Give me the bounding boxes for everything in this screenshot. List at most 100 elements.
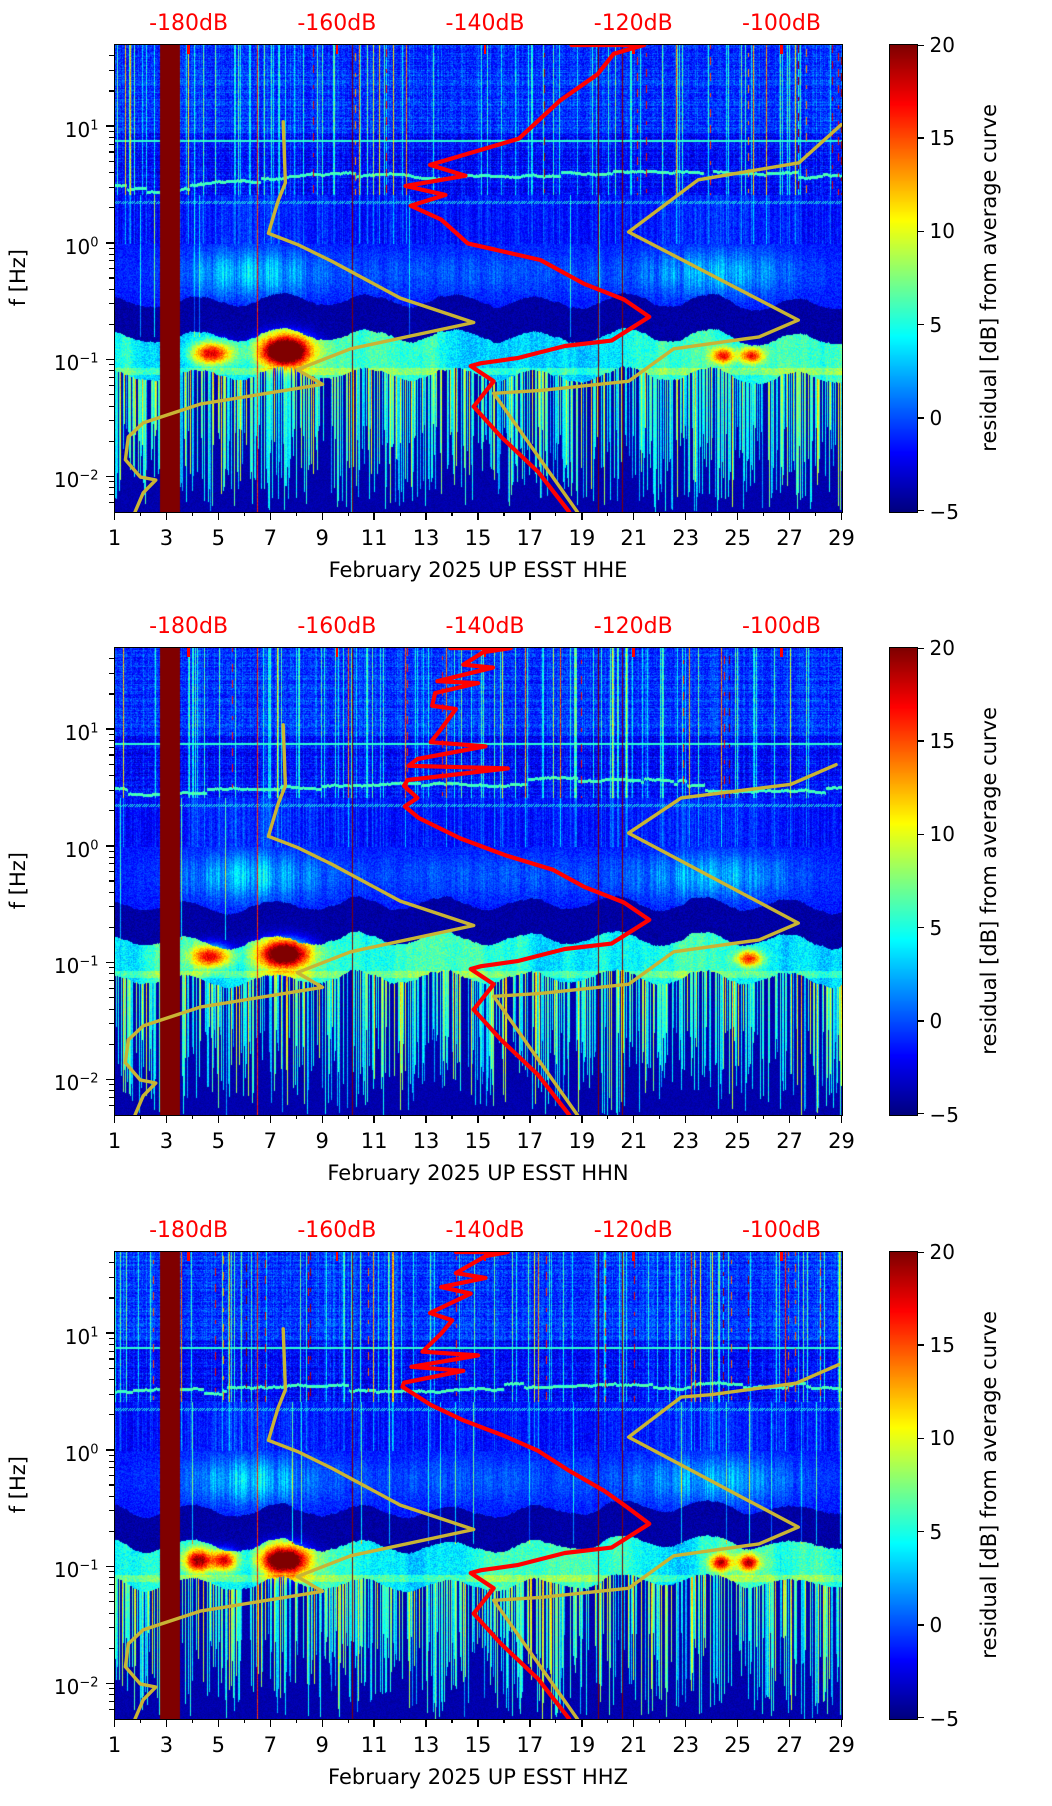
y-axis-minor-tick: [109, 143, 114, 145]
x-axis-minor-tick: [399, 1718, 401, 1723]
y-axis-minor-tick: [109, 1358, 114, 1360]
y-axis-minor-tick: [109, 493, 114, 495]
x-axis-tick: [217, 1718, 220, 1727]
plot-area: -180dB -160dB -140dB -120dB -100dB 1 3 5 7 9 11 13 1…: [6, 11, 855, 582]
top-axis-label: -100dB: [741, 1217, 821, 1243]
plot-area: -180dB -160dB -140dB -120dB -100dB 1 3 5 7 9 11 13 1…: [6, 614, 855, 1185]
top-axis-tick: [780, 44, 783, 54]
y-axis-minor-tick: [109, 967, 114, 969]
x-axis-minor-tick: [659, 1718, 661, 1723]
top-axis-tick: [335, 44, 339, 54]
x-axis-minor-tick: [243, 511, 245, 516]
x-axis-minor-tick: [399, 1114, 401, 1119]
colorbar-tick-label: 20: [929, 635, 955, 660]
x-axis-tick: [425, 511, 427, 520]
x-axis-tick: [165, 511, 168, 520]
y-axis-label-text: f [Hz]: [5, 852, 30, 910]
y-axis-minor-tick: [109, 1090, 114, 1092]
colorbar-tick-label: 20: [929, 1239, 955, 1264]
colorbar-gradient: [889, 1251, 917, 1719]
colorbar-label: residual [dB] from average curve: [972, 648, 1006, 1115]
colorbar-tick-label: 15: [929, 125, 955, 150]
x-axis-tick-label: 19: [568, 525, 596, 550]
colorbar-gradient: [889, 44, 917, 512]
y-axis-minor-tick: [109, 997, 114, 999]
x-axis-tick: [788, 1718, 791, 1727]
x-axis-tick-label: 5: [211, 525, 226, 550]
x-axis-tick-label: 27: [776, 1732, 803, 1757]
colorbar-tick-label: 20: [929, 32, 955, 57]
x-axis-minor-tick: [295, 511, 297, 516]
colorbar-tick-label: 15: [929, 728, 955, 753]
x-axis-tick-label: 29: [828, 1732, 855, 1757]
spectrogram-canvas-hhe: [114, 44, 842, 512]
colorbar-tick: [916, 1113, 924, 1115]
y-axis-tick-label: 10−2: [53, 468, 99, 492]
y-axis-minor-tick: [109, 207, 114, 209]
y-axis-minor-tick: [109, 487, 114, 489]
colorbar-tick: [916, 1717, 924, 1719]
x-axis-minor-tick: [243, 1718, 245, 1723]
top-axis-tick: [780, 1251, 783, 1261]
x-axis-tick: [269, 511, 271, 520]
panel-title: February 2025 UP ESST HHZ: [328, 1764, 628, 1789]
colorbar-tick-label: 10: [929, 1426, 955, 1451]
x-axis-tick: [529, 1114, 531, 1123]
top-axis-label: -160dB: [297, 613, 377, 639]
x-axis-tick: [373, 511, 375, 520]
x-axis-tick: [736, 1718, 739, 1727]
top-axis-tick: [631, 647, 635, 657]
x-axis-tick-label: 13: [412, 1128, 440, 1153]
x-axis-minor-tick: [191, 1718, 193, 1723]
y-axis-tick: [106, 125, 114, 127]
y-axis-label-text: f [Hz]: [5, 249, 30, 307]
x-axis-tick-label: 25: [724, 1128, 751, 1153]
y-axis-minor-tick: [109, 891, 114, 893]
x-axis-tick-label: 29: [828, 525, 855, 550]
y-axis-minor-tick: [109, 377, 114, 379]
y-axis-minor-tick: [109, 151, 114, 153]
x-axis-tick: [581, 1718, 583, 1727]
colorbar-label-text: residual [dB] from average curve: [976, 707, 1001, 1055]
y-axis-tick: [106, 845, 114, 847]
colorbar-tick: [916, 833, 924, 835]
y-axis-tick-label: 10−1: [53, 351, 99, 376]
y-axis-minor-tick: [109, 370, 114, 372]
x-axis-tick: [373, 1114, 375, 1123]
colorbar-tick: [916, 647, 924, 649]
y-axis-label: f [Hz]: [3, 45, 33, 512]
x-axis-tick-label: 1: [107, 1128, 122, 1153]
colorbar-tick-label: 0: [929, 406, 943, 431]
colorbar-tick: [916, 44, 924, 46]
spectrogram-canvas-hhn: [114, 647, 842, 1115]
y-axis-minor-tick: [109, 672, 114, 674]
colorbar-tick-label: 10: [929, 219, 955, 244]
colorbar-tick: [916, 1437, 924, 1439]
top-axis-label: -120dB: [593, 10, 673, 36]
y-axis-tick: [106, 961, 114, 964]
y-axis-tick-label: 100: [64, 1441, 99, 1466]
x-axis-tick-label: 7: [263, 525, 277, 550]
x-axis-minor-tick: [191, 1114, 193, 1119]
y-axis-minor-tick: [109, 277, 114, 279]
y-axis-minor-tick: [109, 1337, 114, 1339]
x-axis-tick: [165, 1718, 168, 1727]
colorbar-label: residual [dB] from average curve: [972, 45, 1006, 512]
colorbar-tick-label: −5: [929, 1102, 959, 1127]
colorbar: 20 15 10 5 0 −5 residual [dB] from average cur…: [888, 33, 1001, 524]
x-axis-minor-tick: [763, 1114, 765, 1119]
top-axis-label: -140dB: [445, 10, 525, 36]
colorbar-tick-label: 0: [929, 1613, 943, 1638]
y-axis-tick: [106, 728, 114, 730]
y-axis-minor-tick: [109, 763, 114, 765]
top-axis-tick: [187, 44, 190, 54]
y-axis-minor-tick: [109, 303, 114, 305]
x-axis-minor-tick: [347, 511, 349, 516]
y-axis-minor-tick: [109, 1694, 114, 1696]
x-axis-minor-tick: [347, 1114, 349, 1119]
colorbar-tick-label: 5: [929, 915, 943, 940]
y-axis-tick: [106, 242, 114, 244]
y-axis-minor-tick: [109, 260, 114, 262]
y-axis-minor-tick: [109, 789, 114, 791]
